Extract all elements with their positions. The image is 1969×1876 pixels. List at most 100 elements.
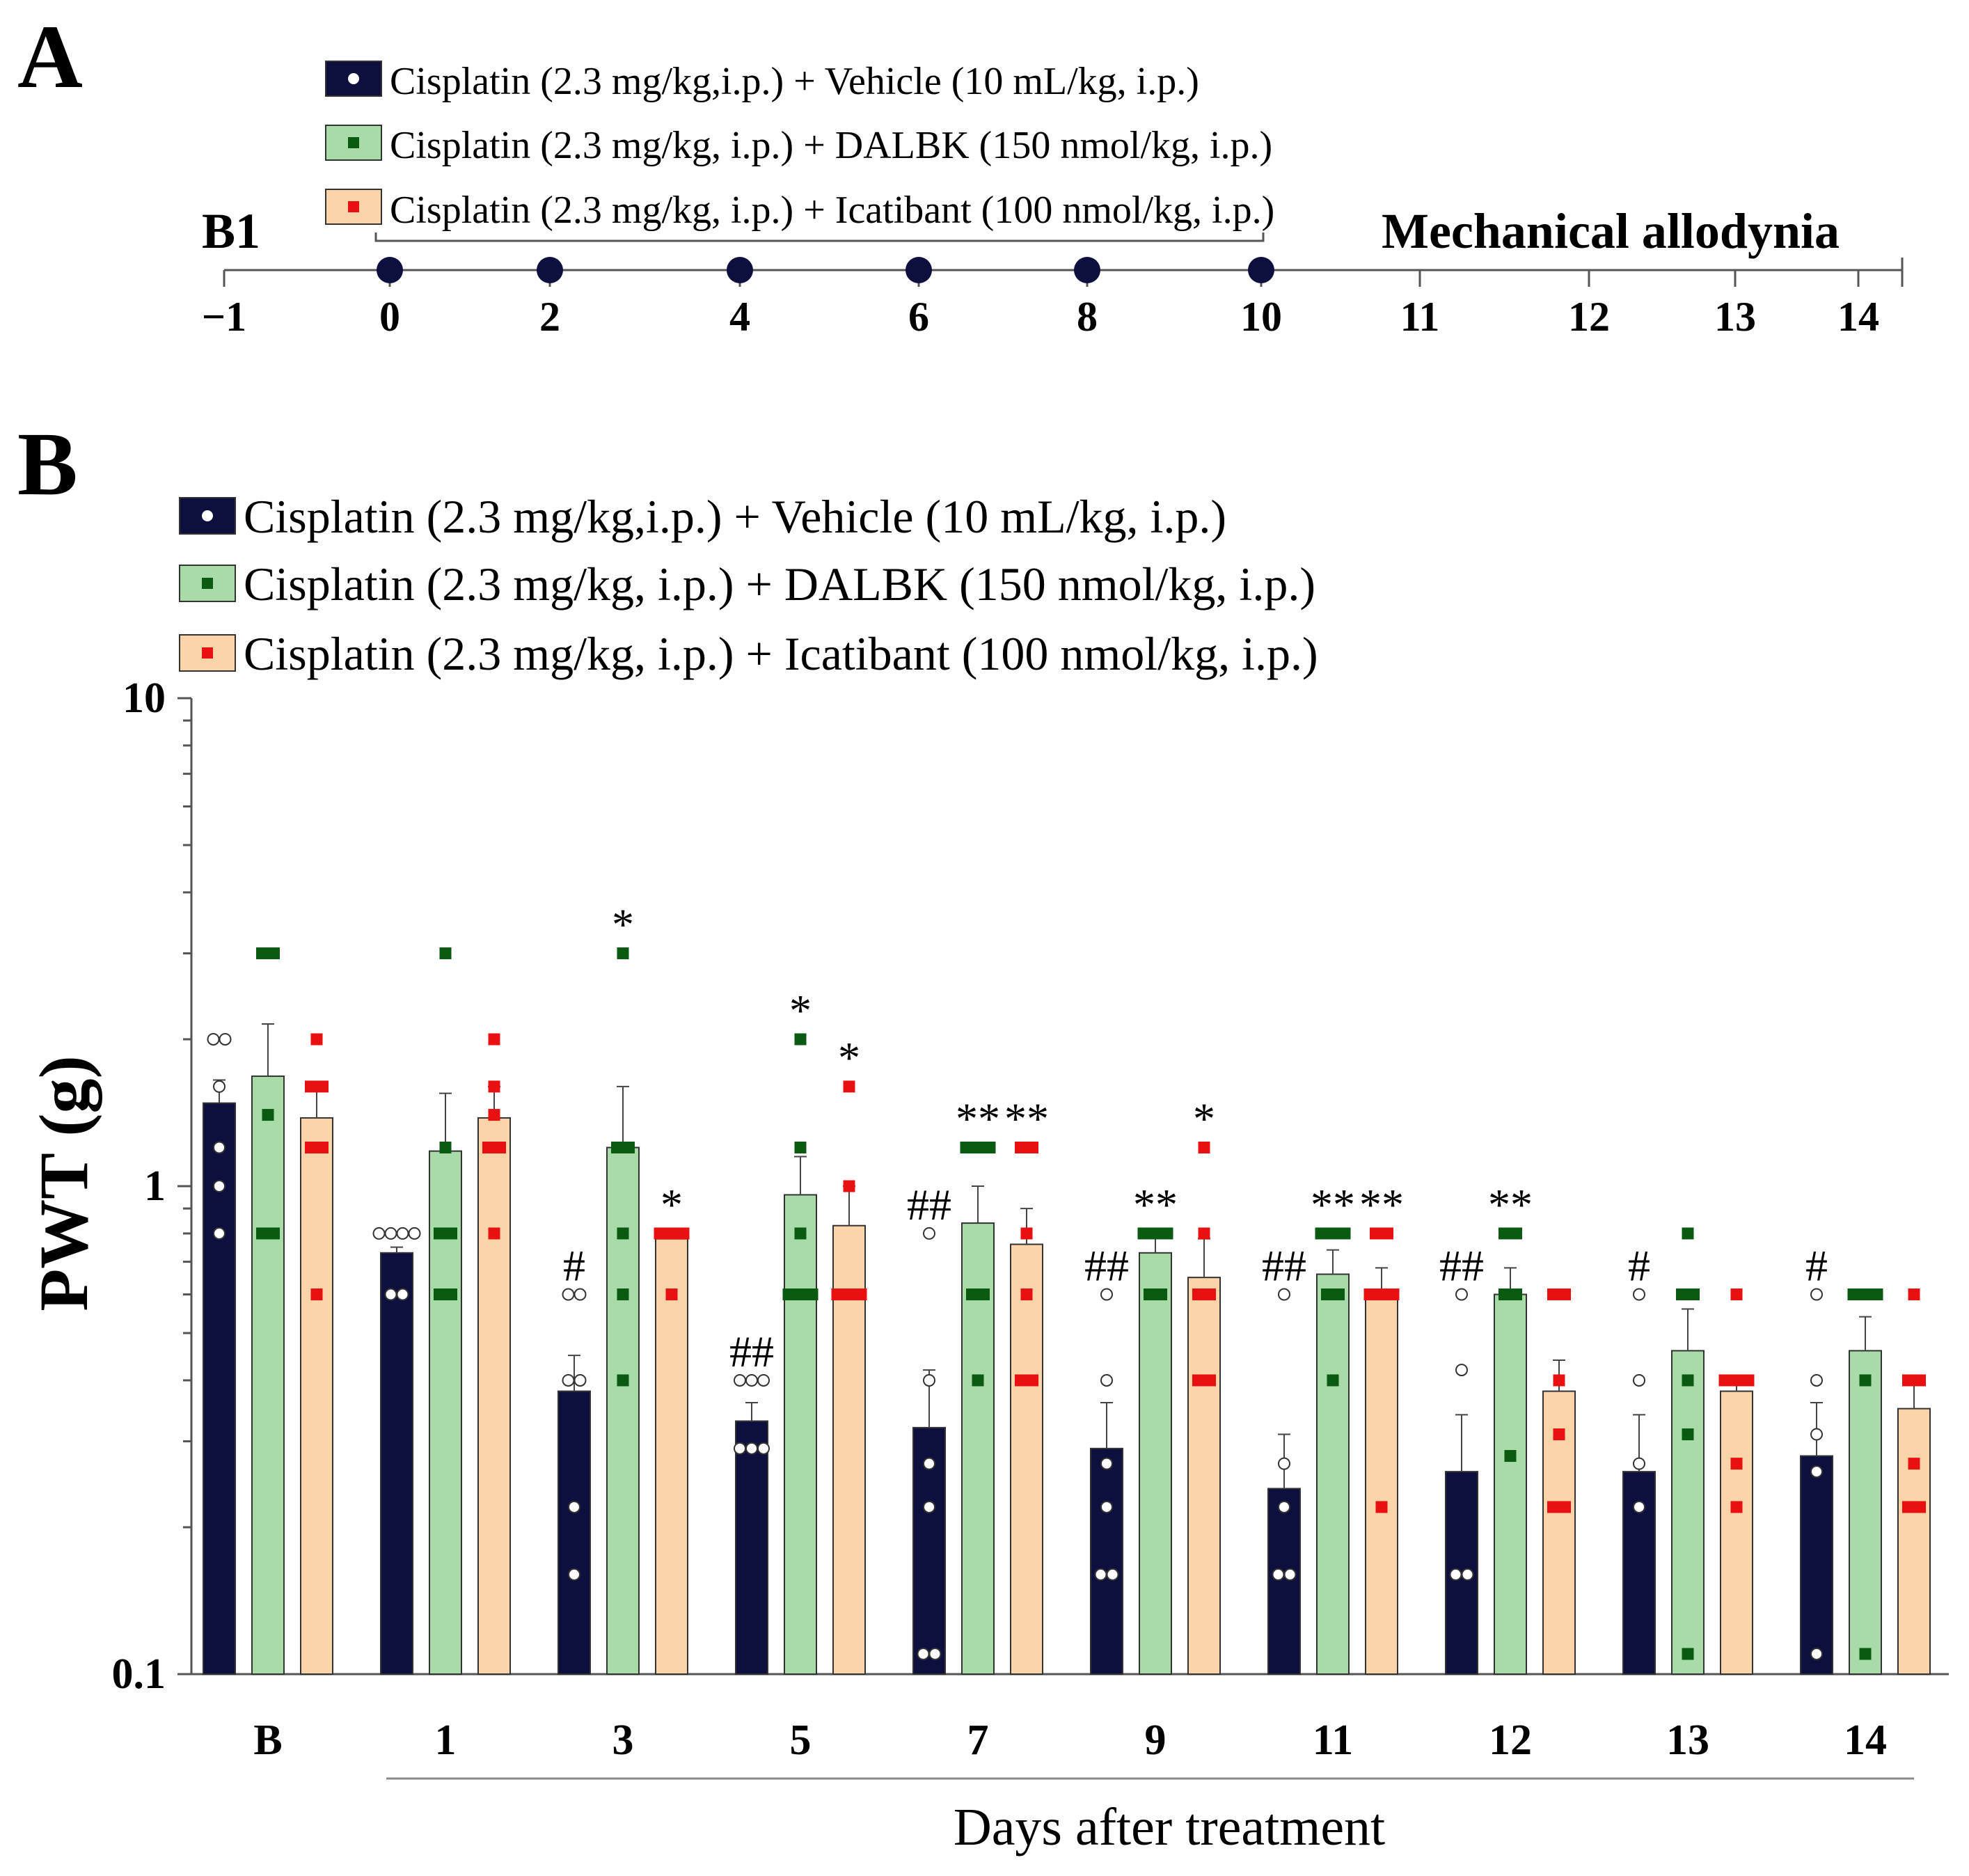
timeline-tick-label: −1 bbox=[202, 294, 246, 340]
data-point bbox=[372, 1227, 386, 1240]
data-point bbox=[1859, 1648, 1872, 1660]
data-point bbox=[1137, 1227, 1150, 1240]
data-point bbox=[617, 947, 629, 960]
x-category-label: 5 bbox=[790, 1717, 812, 1764]
significance-marker: ** bbox=[1311, 1180, 1355, 1229]
data-point bbox=[923, 1373, 935, 1387]
data-point bbox=[1633, 1288, 1645, 1301]
bar bbox=[735, 1420, 768, 1675]
x-category-label: 7 bbox=[967, 1717, 989, 1764]
data-point bbox=[1810, 1465, 1823, 1479]
data-point bbox=[1375, 1501, 1388, 1513]
y-tick-label: 0.1 bbox=[112, 1650, 166, 1698]
data-point bbox=[305, 1141, 317, 1153]
data-point bbox=[1278, 1500, 1290, 1513]
significance-marker: * bbox=[1193, 1094, 1215, 1143]
data-point bbox=[562, 1288, 575, 1301]
dose-day-marker bbox=[1248, 257, 1274, 283]
bar bbox=[1800, 1455, 1833, 1676]
significance-marker: ** bbox=[1488, 1180, 1533, 1229]
legend-b-label-icatibant: Cisplatin (2.3 mg/kg, i.p.) + Icatibant … bbox=[244, 627, 1318, 680]
bar bbox=[1267, 1488, 1301, 1675]
data-point bbox=[1730, 1458, 1743, 1470]
treatment-bracket bbox=[374, 232, 1265, 242]
data-point bbox=[831, 1288, 844, 1301]
data-point bbox=[439, 1141, 452, 1153]
y-tick-label: 1 bbox=[144, 1162, 166, 1210]
data-point bbox=[1553, 1428, 1565, 1441]
bar-group-9 bbox=[1090, 1141, 1221, 1675]
data-point bbox=[1510, 1288, 1522, 1301]
bar-group-14 bbox=[1800, 1288, 1931, 1676]
data-point bbox=[439, 947, 452, 960]
data-point bbox=[1327, 1374, 1339, 1387]
data-point bbox=[978, 1288, 990, 1301]
data-point bbox=[262, 1109, 274, 1121]
legend-a-item-dalbk: Cisplatin (2.3 mg/kg, i.p.) + DALBK (150… bbox=[325, 124, 1272, 167]
data-point bbox=[1100, 1288, 1113, 1301]
data-point bbox=[213, 1080, 226, 1093]
bar bbox=[832, 1224, 866, 1675]
data-point bbox=[1363, 1288, 1376, 1301]
significance-marker: ## bbox=[1084, 1241, 1129, 1291]
x-category-label: B bbox=[253, 1717, 282, 1764]
data-point bbox=[1547, 1288, 1559, 1301]
bar-group-7 bbox=[912, 1141, 1043, 1676]
data-point bbox=[734, 1442, 746, 1455]
significance-marker: # bbox=[563, 1241, 585, 1291]
bar bbox=[1090, 1447, 1123, 1675]
data-point bbox=[213, 1141, 226, 1154]
dose-day-marker bbox=[537, 257, 563, 283]
x-axis-category-labels: B 1 3 5 7 9 11 12 13 14 bbox=[253, 1717, 1887, 1764]
data-point bbox=[1198, 1141, 1210, 1153]
data-point bbox=[1682, 1227, 1694, 1240]
data-point bbox=[1742, 1374, 1755, 1387]
bar bbox=[1671, 1350, 1705, 1675]
data-point bbox=[568, 1500, 580, 1513]
legend-a-item-vehicle: Cisplatin (2.3 mg/kg,i.p.) + Vehicle (10… bbox=[325, 60, 1199, 103]
data-point bbox=[1730, 1374, 1743, 1387]
data-point bbox=[268, 947, 280, 960]
data-point bbox=[310, 1288, 323, 1301]
data-point bbox=[1015, 1141, 1027, 1153]
data-point bbox=[317, 1141, 329, 1153]
data-point bbox=[310, 1033, 323, 1046]
data-point bbox=[1510, 1227, 1522, 1240]
significance-marker: * bbox=[789, 986, 812, 1035]
legend-b-label-dalbk: Cisplatin (2.3 mg/kg, i.p.) + DALBK (150… bbox=[244, 558, 1315, 610]
data-point bbox=[794, 1227, 807, 1240]
data-point bbox=[1278, 1288, 1290, 1301]
bar bbox=[1010, 1243, 1043, 1675]
data-point bbox=[1283, 1568, 1297, 1581]
data-point bbox=[677, 1227, 690, 1240]
bar bbox=[477, 1117, 511, 1675]
panel-b: B Cisplatin (2.3 mg/kg,i.p.) + Vehicle (… bbox=[17, 414, 1949, 1857]
legend-b-label-vehicle: Cisplatin (2.3 mg/kg,i.p.) + Vehicle (10… bbox=[244, 490, 1226, 543]
data-point bbox=[983, 1141, 996, 1153]
data-point bbox=[1100, 1457, 1113, 1470]
data-point bbox=[654, 1227, 666, 1240]
data-point bbox=[1559, 1288, 1571, 1301]
significance-marker: * bbox=[838, 1033, 860, 1082]
data-point bbox=[928, 1647, 942, 1660]
data-point bbox=[855, 1288, 867, 1301]
legend-b-item-vehicle: Cisplatin (2.3 mg/kg,i.p.) + Vehicle (10… bbox=[179, 490, 1226, 543]
data-point bbox=[1676, 1288, 1688, 1301]
data-point bbox=[617, 1227, 629, 1240]
data-point bbox=[1682, 1374, 1694, 1387]
data-point bbox=[1902, 1501, 1914, 1513]
data-point bbox=[960, 1141, 972, 1153]
data-point bbox=[1144, 1288, 1155, 1301]
dose-day-marker bbox=[727, 257, 753, 283]
significance-marker: # bbox=[1805, 1241, 1828, 1291]
data-point bbox=[1161, 1227, 1173, 1240]
data-point bbox=[611, 1141, 623, 1153]
bar bbox=[251, 1075, 285, 1676]
data-point bbox=[488, 1080, 500, 1093]
data-point bbox=[1871, 1288, 1883, 1301]
significance-marker: * bbox=[612, 900, 634, 949]
bar bbox=[606, 1146, 640, 1675]
legend-b-marker-icatibant bbox=[202, 647, 213, 659]
data-point bbox=[1387, 1288, 1400, 1301]
data-point bbox=[1204, 1374, 1216, 1387]
